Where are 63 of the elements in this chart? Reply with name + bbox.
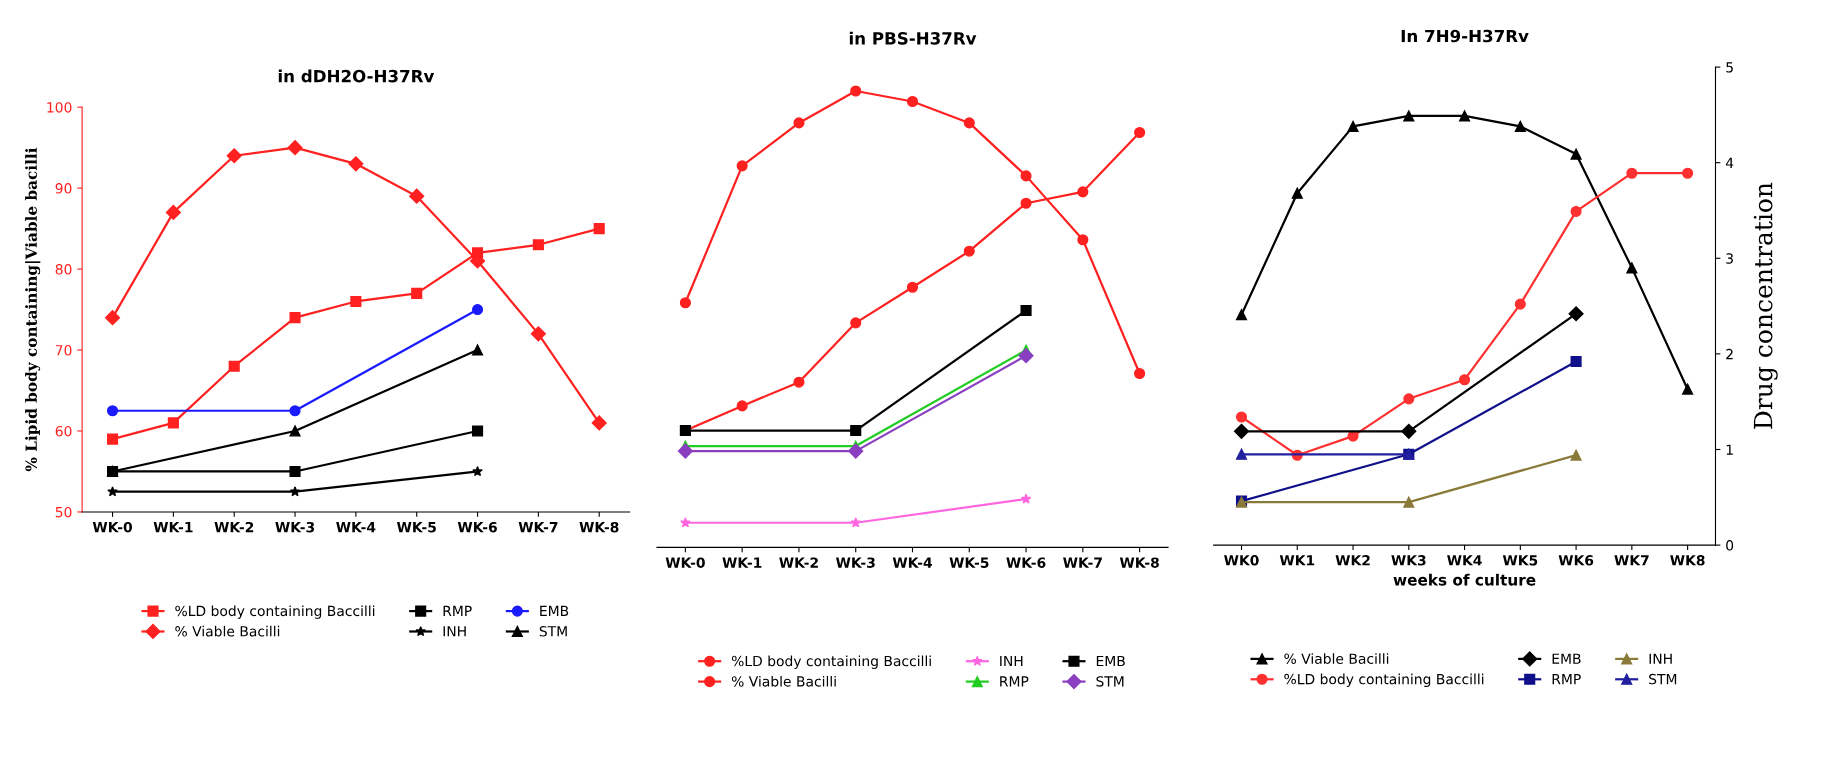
legend-label: EMB <box>540 605 569 616</box>
x-tick-label: WK-3 <box>835 557 875 568</box>
x-tick-label: WK-6 <box>1006 557 1046 568</box>
x-tick-label: WK-8 <box>579 521 619 533</box>
x-tick-label: WK2 <box>1335 555 1370 566</box>
y-tick-label: 3 <box>1726 253 1733 264</box>
x-tick-label: WK-5 <box>949 557 989 568</box>
x-tick-label: WK-5 <box>396 522 436 533</box>
x-tick-label: WK-4 <box>892 557 933 568</box>
chart-title: In 7H9-H37Rv <box>1401 29 1529 43</box>
x-tick-label: WK-0 <box>665 557 705 568</box>
x-tick-label: WK-4 <box>336 522 376 533</box>
legend-label: RMP <box>443 605 472 616</box>
y-tick-label: 100 <box>47 102 72 113</box>
legend-label: % Viable Bacilli <box>1284 653 1389 664</box>
legend-label: INH <box>1649 653 1672 664</box>
y-tick-label: 90 <box>55 183 72 194</box>
y-tick-label: 1 <box>1726 444 1733 455</box>
x-tick-label: WK-1 <box>722 557 762 568</box>
legend-label: %LD body containing Baccilli <box>1284 673 1484 688</box>
legend-label: EMB <box>1096 655 1125 667</box>
x-tick-label: WK6 <box>1558 555 1594 566</box>
chart-title: in PBS-H37Rv <box>849 31 977 45</box>
y-tick-label: 70 <box>55 345 72 356</box>
x-tick-label: WK4 <box>1447 555 1482 566</box>
legend-label: INH <box>443 626 466 637</box>
x-tick-label: WK-7 <box>1063 557 1102 568</box>
legend-label: RMP <box>1000 676 1029 687</box>
chart-title: in dDH2O-H37Rv <box>278 69 435 83</box>
y-tick-label: 5 <box>1726 62 1733 73</box>
y-axis-title: Drug concentration <box>1753 182 1778 429</box>
x-tick-label: WK8 <box>1670 555 1705 566</box>
legend-label: % Viable Bacilli <box>175 625 280 637</box>
x-tick-label: WK3 <box>1391 555 1426 566</box>
y-tick-label: 4 <box>1725 157 1734 168</box>
x-tick-label: WK7 <box>1614 555 1649 566</box>
legend-label: STM <box>1096 676 1124 687</box>
x-tick-label: WK0 <box>1224 555 1259 566</box>
x-tick-label: WK-2 <box>214 521 254 533</box>
x-tick-label: WK-8 <box>1119 557 1159 568</box>
y-tick-label: 2 <box>1726 348 1733 360</box>
x-tick-label: WK-1 <box>153 522 193 533</box>
x-tick-label: WK-0 <box>92 521 133 533</box>
x-tick-label: WK1 <box>1279 555 1315 566</box>
y-axis-title: % Lipid body containing|Viable bacilli <box>25 147 41 472</box>
x-tick-label: WK-7 <box>518 522 558 533</box>
x-tick-label: WK-3 <box>275 521 315 533</box>
y-tick-label: 0 <box>1726 540 1734 551</box>
y-tick-label: 80 <box>55 264 72 275</box>
x-tick-label: WK5 <box>1502 555 1538 566</box>
x-axis-title: weeks of culture <box>1393 573 1536 586</box>
legend-label: INH <box>1000 655 1023 667</box>
legend-label: RMP <box>1552 674 1581 685</box>
y-tick-label: 50 <box>55 506 72 518</box>
legend-label: STM <box>1649 673 1677 685</box>
legend-label: %LD body containing Baccilli <box>731 655 931 669</box>
legend-label: STM <box>539 626 567 637</box>
x-tick-label: WK-6 <box>457 521 497 533</box>
legend-label: % Viable Bacilli <box>731 675 836 687</box>
legend-label: EMB <box>1552 653 1581 664</box>
x-tick-label: WK-2 <box>779 557 818 568</box>
legend-label: %LD body containing Baccilli <box>175 605 375 619</box>
y-tick-label: 60 <box>55 425 72 437</box>
